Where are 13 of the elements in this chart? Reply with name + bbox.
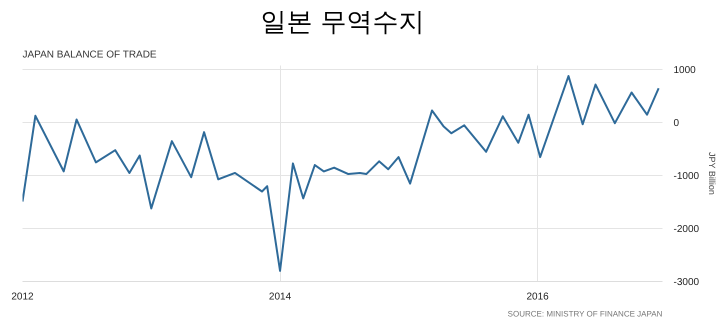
line-series	[22, 75, 660, 272]
y-tick-label: 0	[674, 118, 680, 130]
source-note: SOURCE: MINISTRY OF FINANCE JAPAN	[508, 310, 663, 318]
chart-subtitle: JAPAN BALANCE OF TRADE	[22, 50, 157, 60]
chart-title: 일본 무역수지	[260, 8, 425, 38]
y-tick-label: -3000	[674, 277, 700, 288]
y-axis-title: JPY Billion	[707, 152, 718, 195]
y-tick-label: 1000	[674, 65, 696, 76]
x-tick-label: 2016	[526, 292, 550, 302]
y-tick-label: -2000	[674, 224, 700, 236]
y-tick-label: -1000	[674, 171, 700, 182]
x-tick-label: 2014	[268, 292, 292, 302]
x-tick-label: 2012	[11, 292, 34, 302]
